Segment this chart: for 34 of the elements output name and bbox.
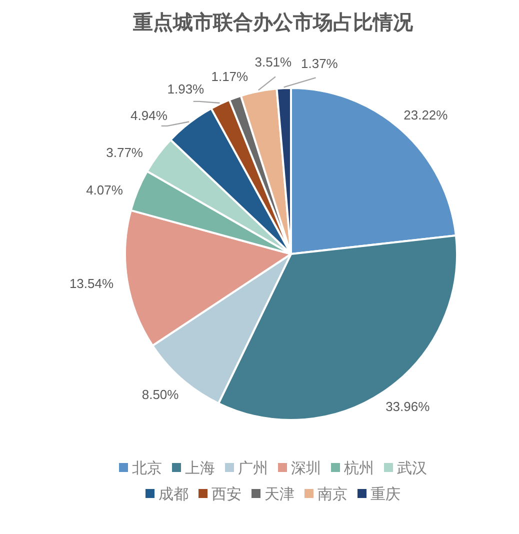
data-label: 3.51% (254, 54, 292, 70)
data-label: 23.22% (404, 107, 448, 122)
data-label: 1.93% (167, 82, 205, 96)
data-label: 3.77% (106, 144, 144, 160)
legend-label: 南京 (318, 486, 348, 503)
legend-item: 上海 (172, 460, 215, 477)
legend-item: 南京 (304, 486, 348, 503)
legend-item: 北京 (119, 460, 162, 477)
data-label: 4.07% (86, 182, 124, 198)
legend-item: 天津 (252, 486, 294, 503)
legend-label: 重庆 (370, 486, 400, 503)
legend-item: 重庆 (358, 486, 400, 503)
legend-item: 成都 (146, 486, 188, 503)
data-label: 1.37% (301, 56, 338, 71)
data-label: 8.50% (142, 386, 180, 402)
legend-label: 成都 (158, 486, 188, 503)
data-label: 1.17% (211, 69, 249, 84)
legend-label: 深圳 (291, 460, 321, 477)
legend-label: 天津 (264, 486, 294, 503)
legend-item: 广州 (225, 460, 268, 477)
chart-title: 重点城市联合办公市场占比情况 (132, 11, 414, 34)
data-label: 33.96% (386, 398, 430, 414)
legend-item: 西安 (198, 486, 242, 503)
legend-item: 武汉 (384, 460, 427, 477)
legend-label: 广州 (238, 460, 268, 477)
legend-label: 北京 (132, 460, 162, 477)
legend-item: 杭州 (331, 460, 374, 477)
legend-label: 西安 (212, 486, 242, 503)
legend-label: 杭州 (343, 460, 374, 477)
legend-item: 深圳 (278, 460, 321, 477)
data-label: 13.54% (69, 276, 114, 292)
data-label: 4.94% (130, 108, 168, 124)
legend-label: 武汉 (397, 460, 427, 477)
legend-label: 上海 (185, 460, 215, 477)
